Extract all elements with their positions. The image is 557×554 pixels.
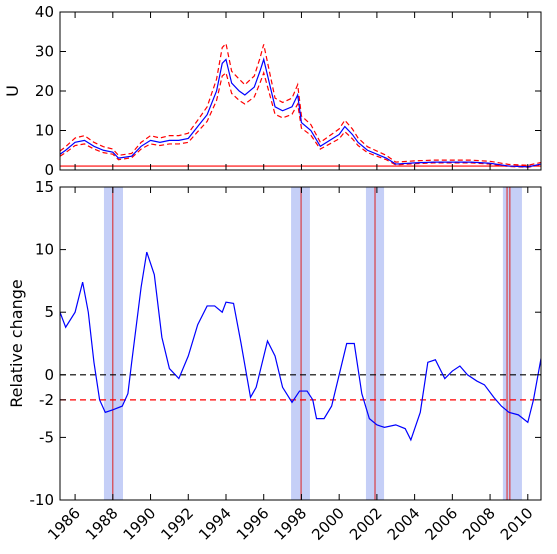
x-tick-label: 1994	[195, 504, 235, 544]
x-tick-label: 2004	[384, 504, 424, 544]
y-tick-label: 10	[35, 241, 54, 259]
x-tick-label: 1986	[44, 504, 84, 544]
y-tick-label: -10	[30, 491, 55, 509]
axes-frame	[59, 186, 542, 501]
x-tick-label: 1988	[82, 504, 122, 544]
plot-area	[60, 187, 541, 500]
y-tick-label: 30	[35, 43, 54, 61]
x-tick-label: 2008	[459, 504, 499, 544]
y-tick-label: 5	[44, 303, 54, 321]
x-tick-label: 2002	[346, 504, 386, 544]
data-line	[60, 251, 541, 442]
data-line	[60, 70, 541, 168]
y-axis-label: Relative change	[7, 279, 26, 408]
x-tick-label: 1990	[120, 504, 160, 544]
data-line	[60, 57, 541, 168]
y-tick-label: -2	[39, 391, 54, 409]
y-tick-label: 20	[35, 82, 54, 100]
plot-area	[60, 42, 541, 168]
y-tick-label: 15	[35, 178, 54, 196]
y-tick-label: 40	[35, 3, 54, 21]
x-tick-label: 2010	[497, 504, 537, 544]
y-tick-label: 0	[44, 366, 54, 384]
shaded-band	[103, 187, 124, 500]
x-tick-label: 2000	[308, 504, 348, 544]
y-axis-label: U	[3, 85, 22, 97]
x-tick-label: 1998	[271, 504, 311, 544]
data-line	[60, 42, 541, 166]
axes-frame	[59, 11, 542, 171]
y-tick-label: 0	[44, 161, 54, 179]
y-tick-label: -5	[39, 428, 54, 446]
shaded-band	[502, 187, 522, 500]
x-tick-label: 2006	[421, 504, 461, 544]
x-tick-label: 1992	[157, 504, 197, 544]
shaded-band	[291, 187, 310, 500]
x-tick-label: 1996	[233, 504, 273, 544]
y-tick-label: 10	[35, 122, 54, 140]
